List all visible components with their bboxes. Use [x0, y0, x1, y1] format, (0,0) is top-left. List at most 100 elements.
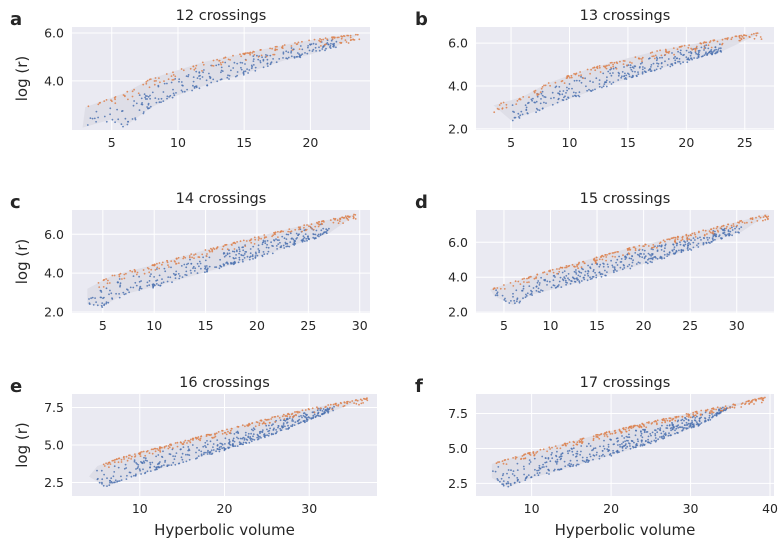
data-point-orange [186, 442, 188, 444]
data-point-blue [700, 46, 703, 49]
data-point-orange [345, 41, 348, 43]
data-point-blue [226, 76, 229, 79]
x-axis-label: Hyperbolic volume [555, 521, 696, 539]
data-point-blue [560, 455, 563, 458]
data-point-blue [124, 117, 127, 120]
data-point-orange [505, 103, 508, 106]
data-point-blue [696, 53, 699, 56]
data-point-blue [198, 265, 200, 268]
data-point-orange [148, 78, 151, 81]
data-point-blue [127, 120, 129, 123]
data-point-orange [158, 447, 161, 450]
data-point-orange [559, 447, 562, 450]
data-point-blue [621, 449, 624, 452]
data-point-blue [578, 270, 580, 273]
data-point-blue [690, 57, 693, 60]
data-point-orange [661, 421, 663, 424]
data-point-orange [576, 441, 579, 444]
data-point-orange [610, 66, 612, 69]
data-point-blue [510, 300, 512, 302]
data-point-blue [691, 416, 694, 419]
data-point-blue [208, 72, 210, 75]
data-point-blue [100, 296, 103, 299]
data-point-blue [605, 274, 607, 277]
data-point-blue [135, 284, 138, 287]
data-point-blue [616, 437, 619, 439]
x-tick-label: 5 [99, 318, 107, 333]
data-point-orange [554, 445, 557, 447]
data-point-orange [266, 418, 269, 421]
data-point-blue [659, 427, 662, 429]
data-point-blue [528, 459, 531, 461]
data-point-blue [182, 446, 185, 448]
data-point-orange [596, 433, 598, 436]
data-point-blue [173, 94, 176, 97]
data-point-orange [303, 226, 305, 229]
data-point-blue [580, 450, 582, 453]
data-point-blue [112, 475, 115, 478]
data-point-orange [732, 403, 735, 406]
data-point-orange [187, 439, 190, 442]
data-point-blue [558, 456, 561, 458]
data-point-orange [580, 74, 582, 76]
data-point-orange [290, 230, 293, 233]
data-point-blue [718, 234, 721, 237]
data-point-blue [653, 439, 656, 442]
data-point-blue [240, 66, 242, 69]
data-point-blue [558, 280, 561, 283]
data-point-blue [174, 78, 177, 80]
data-point-blue [227, 263, 229, 265]
data-point-orange [696, 412, 699, 415]
data-point-blue [595, 454, 598, 456]
data-point-orange [753, 403, 755, 405]
data-point-orange [153, 83, 156, 86]
data-point-orange [172, 71, 174, 74]
data-point-orange [743, 222, 746, 224]
data-point-blue [312, 236, 315, 239]
data-point-orange [579, 71, 581, 73]
data-point-blue [129, 286, 132, 289]
data-point-blue [281, 426, 284, 429]
data-point-orange [156, 266, 159, 269]
data-point-orange [754, 398, 756, 401]
data-point-blue [254, 255, 257, 257]
data-point-orange [712, 232, 715, 235]
data-point-blue [246, 255, 249, 258]
data-point-blue [220, 445, 223, 448]
data-point-orange [355, 399, 358, 401]
data-point-blue [622, 441, 625, 444]
data-point-blue [507, 482, 510, 485]
data-point-orange [598, 434, 601, 436]
data-point-blue [694, 239, 696, 241]
data-point-blue [109, 289, 111, 292]
data-point-blue [704, 411, 707, 414]
data-point-blue [107, 301, 110, 304]
data-point-blue [151, 283, 154, 286]
data-point-blue [222, 252, 225, 255]
data-point-blue [103, 303, 106, 306]
data-point-blue [516, 477, 519, 479]
data-point-blue [547, 457, 550, 459]
data-point-blue [537, 469, 540, 472]
data-point-blue [559, 458, 562, 461]
data-point-orange [532, 451, 535, 454]
data-point-orange [694, 236, 697, 238]
data-point-orange [212, 59, 215, 62]
data-point-blue [513, 481, 516, 484]
data-point-orange [631, 62, 633, 64]
data-point-orange [358, 403, 360, 406]
data-point-orange [570, 74, 573, 77]
data-point-blue [149, 466, 152, 469]
data-point-blue [711, 416, 713, 419]
x-tick-label: 15 [198, 318, 214, 333]
data-point-orange [122, 94, 125, 96]
data-point-blue [677, 419, 680, 422]
data-point-blue [523, 473, 525, 476]
data-point-orange [340, 37, 343, 40]
data-point-blue [219, 448, 221, 451]
data-point-blue [253, 428, 256, 431]
data-point-orange [599, 71, 602, 73]
data-point-blue [609, 453, 612, 455]
data-point-blue [242, 72, 245, 75]
data-point-blue [507, 481, 509, 483]
